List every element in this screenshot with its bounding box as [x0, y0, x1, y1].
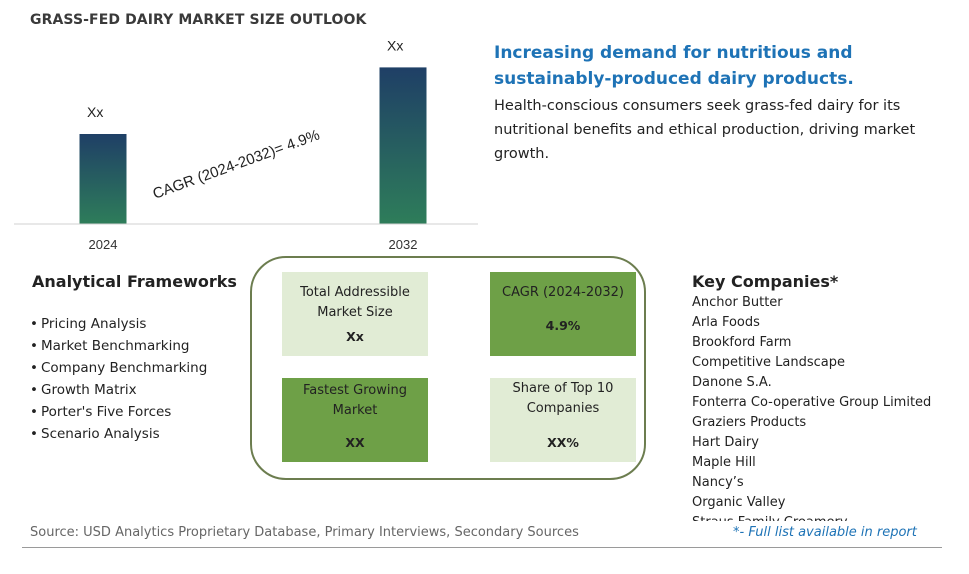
metric-tam: Total Addressible Market Size Xx	[282, 272, 428, 356]
framework-item: • Scenario Analysis	[30, 423, 207, 445]
bar-chart: Xx 2024 Xx 2032 CAGR (2024-2032)= 4.9%	[14, 37, 478, 252]
x-tick-label: 2032	[389, 237, 418, 252]
x-tick-label: 2024	[89, 237, 118, 252]
frameworks-title: Analytical Frameworks	[32, 272, 237, 291]
company-item: Arla Foods	[692, 315, 760, 330]
description: Health-conscious consumers seek grass-fe…	[494, 98, 916, 162]
bullet-icon: •	[30, 426, 38, 442]
bullet-icon: •	[30, 382, 38, 398]
bar-data-label: Xx	[87, 104, 103, 120]
chart-title: GRASS-FED DAIRY MARKET SIZE OUTLOOK	[30, 12, 367, 28]
metrics-panel: Total Addressible Market Size Xx CAGR (2…	[250, 256, 646, 480]
bar-2032	[379, 67, 427, 225]
company-item: Danone S.A.	[692, 375, 772, 390]
metric-cagr-value: 4.9%	[545, 318, 581, 333]
metric-fastest: Fastest Growing Market XX	[282, 378, 428, 462]
companies-title: Key Companies*	[692, 272, 839, 291]
company-item: Brookford Farm	[692, 335, 792, 350]
metric-share-label: Share of Top 10 Companies	[512, 381, 614, 416]
metric-cagr-label: CAGR (2024-2032)	[502, 285, 624, 300]
metric-fastest-value: XX	[345, 435, 365, 450]
framework-item: • Pricing Analysis	[30, 313, 207, 335]
company-item: Competitive Landscape	[692, 355, 846, 370]
bullet-icon: •	[30, 338, 38, 354]
metric-share: Share of Top 10 Companies XX%	[490, 378, 636, 462]
metric-tam-value: Xx	[346, 329, 364, 344]
company-item: Anchor Butter	[692, 295, 783, 310]
metric-fastest-label: Fastest Growing Market	[303, 383, 407, 418]
framework-item: • Market Benchmarking	[30, 335, 207, 357]
full-list-note: *- Full list available in report	[733, 525, 917, 540]
framework-item: • Porter's Five Forces	[30, 401, 207, 423]
companies-list: Anchor Butter Arla Foods Brookford Farm …	[692, 293, 931, 521]
bar-data-label: Xx	[387, 37, 403, 53]
metric-tam-label: Total Addressible Market Size	[300, 285, 410, 320]
source-note: Source: USD Analytics Proprietary Databa…	[30, 525, 579, 540]
company-item: Fonterra Co-operative Group Limited	[692, 395, 932, 410]
framework-item: • Company Benchmarking	[30, 357, 207, 379]
bar-2024	[79, 134, 127, 224]
metric-cagr: CAGR (2024-2032) 4.9%	[490, 272, 636, 356]
company-item: Hart Dairy	[692, 435, 759, 450]
metric-share-value: XX%	[547, 435, 579, 450]
company-item: Organic Valley	[692, 495, 786, 510]
bullet-icon: •	[30, 404, 38, 420]
framework-item: • Growth Matrix	[30, 379, 207, 401]
bullet-icon: •	[30, 360, 38, 376]
headline: Increasing demand for nutritious and sus…	[494, 43, 854, 89]
company-item: Graziers Products	[692, 415, 807, 430]
frameworks-list: • Pricing Analysis • Market Benchmarking •…	[30, 313, 207, 445]
company-item: Nancy’s	[692, 475, 744, 490]
footer-divider	[22, 547, 942, 548]
cagr-annotation: CAGR (2024-2032)= 4.9%	[151, 126, 323, 202]
bullet-icon: •	[30, 316, 38, 332]
company-item: Straus Family Creamery	[692, 513, 931, 521]
company-item: Maple Hill	[692, 455, 756, 470]
